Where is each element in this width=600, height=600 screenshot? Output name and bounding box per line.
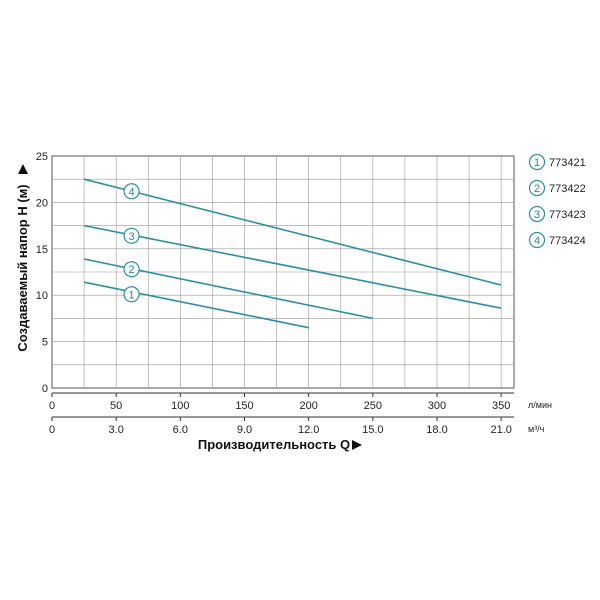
x-primary-tick-label: 0 — [49, 400, 55, 412]
x-secondary-tick-label: 18.0 — [426, 424, 447, 436]
x-primary-tick-label: 200 — [299, 400, 317, 412]
series-marker-number-1: 1 — [129, 289, 135, 301]
y-tick-label: 10 — [36, 290, 48, 302]
legend-marker-circle-3 — [528, 205, 546, 223]
legend-marker-circle-1 — [528, 153, 546, 171]
series-marker-circle-4 — [123, 183, 140, 200]
y-axis-title-group: Создаваемый напор H (м) — [15, 164, 30, 352]
legend-marker-number-4: 4 — [534, 235, 540, 247]
legend-marker-number-2: 2 — [534, 183, 540, 195]
x-primary-tick-label: 350 — [492, 400, 510, 412]
y-tick-label: 0 — [42, 383, 48, 395]
legend-label-3: 773423 — [549, 209, 586, 221]
x-axis-arrow-icon — [352, 440, 362, 450]
y-axis-title: Создаваемый напор H (м) — [15, 184, 30, 351]
x-secondary-tick-label: 9.0 — [237, 424, 252, 436]
series-marker-number-4: 4 — [129, 186, 135, 198]
y-axis-arrow-icon — [18, 164, 28, 174]
x-primary-tick-label: 150 — [235, 400, 253, 412]
legend-marker-number-3: 3 — [534, 209, 540, 221]
legend-label-2: 773422 — [549, 183, 586, 195]
x-secondary-tick-label: 12.0 — [298, 424, 319, 436]
series-markers: 1 2 3 4 — [123, 183, 140, 303]
series-lines — [83, 178, 502, 329]
legend-marker-circle-2 — [528, 179, 546, 197]
series-marker-circle-1 — [123, 286, 140, 303]
x-axis-title-group: Производительность Q — [198, 437, 362, 452]
y-tick-label: 25 — [36, 151, 48, 163]
x-secondary-tick-label: 0 — [49, 424, 55, 436]
series-line-3 — [83, 224, 502, 309]
x-primary-tick-label: 50 — [110, 400, 122, 412]
x-secondary-tick-label: 3.0 — [109, 424, 124, 436]
legend-marker-number-1: 1 — [534, 157, 540, 169]
horizontal-gridlines — [52, 178, 514, 366]
legend-marker-circle-4 — [528, 231, 546, 249]
x-axis-title: Производительность Q — [198, 437, 350, 452]
x-secondary-tick-label: 15.0 — [362, 424, 383, 436]
x-secondary-unit: м³/ч — [528, 424, 545, 434]
legend-label-4: 773424 — [549, 235, 586, 247]
y-tick-label: 15 — [36, 244, 48, 256]
series-marker-number-2: 2 — [129, 264, 135, 276]
series-marker-circle-2 — [123, 261, 140, 278]
y-axis-tick-labels: 0 5 10 15 20 25 — [36, 151, 48, 395]
legend: 1 773421 2 773422 3 773423 4 773424 — [528, 153, 586, 249]
x-secondary-tick-label: 6.0 — [173, 424, 188, 436]
x-primary-tick-label: 250 — [364, 400, 382, 412]
series-marker-circle-3 — [123, 227, 140, 244]
series-line-1 — [83, 281, 309, 329]
legend-label-1: 773421 — [549, 157, 586, 169]
y-tick-label: 5 — [42, 337, 48, 349]
x-primary-tick-label: 100 — [171, 400, 189, 412]
x-axis-primary-tick-labels: 0 50 100 150 200 250 300 350 — [49, 392, 514, 412]
x-primary-tick-label: 300 — [428, 400, 446, 412]
series-line-4 — [83, 178, 502, 286]
x-primary-unit: л/мин — [528, 400, 552, 410]
y-tick-label: 20 — [36, 197, 48, 209]
x-axis-secondary-tick-labels: 0 3.0 6.0 9.0 12.0 15.0 18.0 21.0 — [49, 416, 514, 436]
x-secondary-tick-label: 21.0 — [490, 424, 511, 436]
series-marker-number-3: 3 — [129, 231, 135, 243]
